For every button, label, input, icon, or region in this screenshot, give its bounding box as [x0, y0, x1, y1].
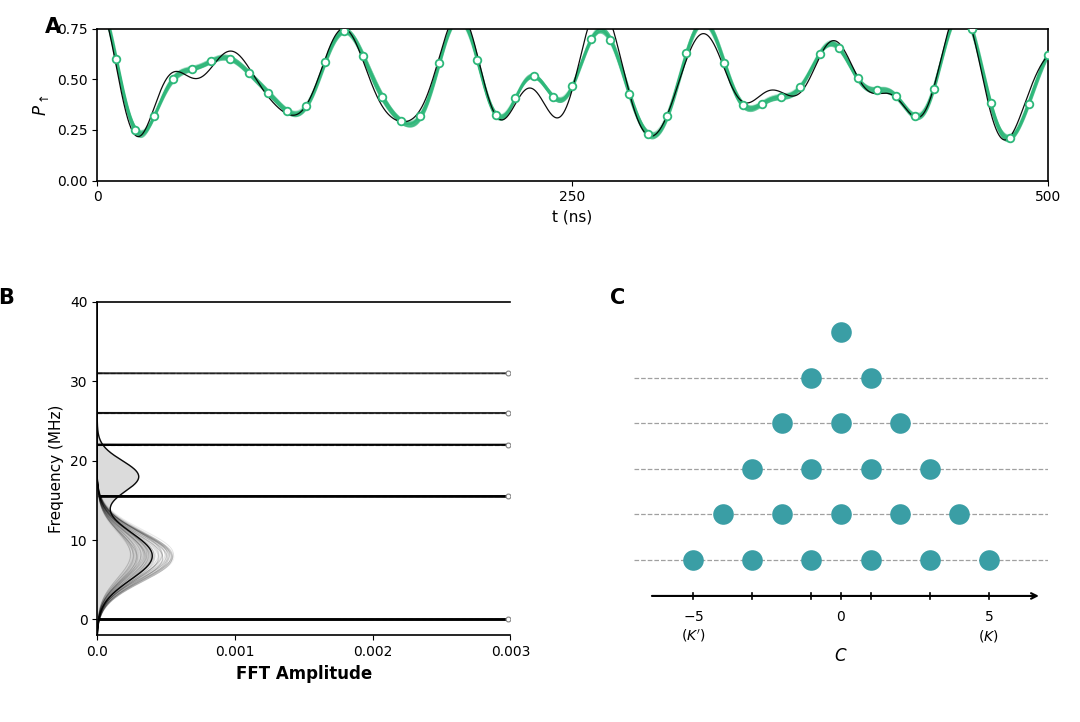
Point [802, 463, 820, 474]
Point [891, 508, 908, 520]
Point [950, 508, 968, 520]
Point [921, 554, 939, 565]
Point [802, 372, 820, 383]
Point [980, 554, 997, 565]
Text: A: A [45, 17, 62, 37]
Y-axis label: Frequency (MHz): Frequency (MHz) [50, 404, 65, 533]
Text: $-5$: $-5$ [683, 609, 704, 624]
Text: $(K)$: $(K)$ [978, 627, 999, 644]
Point [773, 417, 791, 429]
Text: $0$: $0$ [836, 609, 846, 624]
Point [744, 554, 761, 565]
Point [862, 463, 879, 474]
Point [773, 508, 791, 520]
Point [833, 417, 850, 429]
Point [802, 554, 820, 565]
Text: B: B [0, 289, 14, 308]
Point [744, 463, 761, 474]
X-axis label: FFT Amplitude: FFT Amplitude [235, 665, 372, 682]
Point [685, 554, 702, 565]
Text: C: C [609, 289, 625, 308]
Point [862, 554, 879, 565]
Point [714, 508, 731, 520]
Point [833, 326, 850, 338]
Point [921, 463, 939, 474]
X-axis label: t (ns): t (ns) [552, 210, 593, 225]
Text: $5$: $5$ [984, 609, 994, 624]
Y-axis label: $P_{\uparrow}$: $P_{\uparrow}$ [31, 94, 51, 116]
Point [891, 417, 908, 429]
Point [862, 372, 879, 383]
Text: $(K')$: $(K')$ [681, 627, 705, 644]
Point [833, 508, 850, 520]
Text: $C$: $C$ [834, 648, 848, 666]
